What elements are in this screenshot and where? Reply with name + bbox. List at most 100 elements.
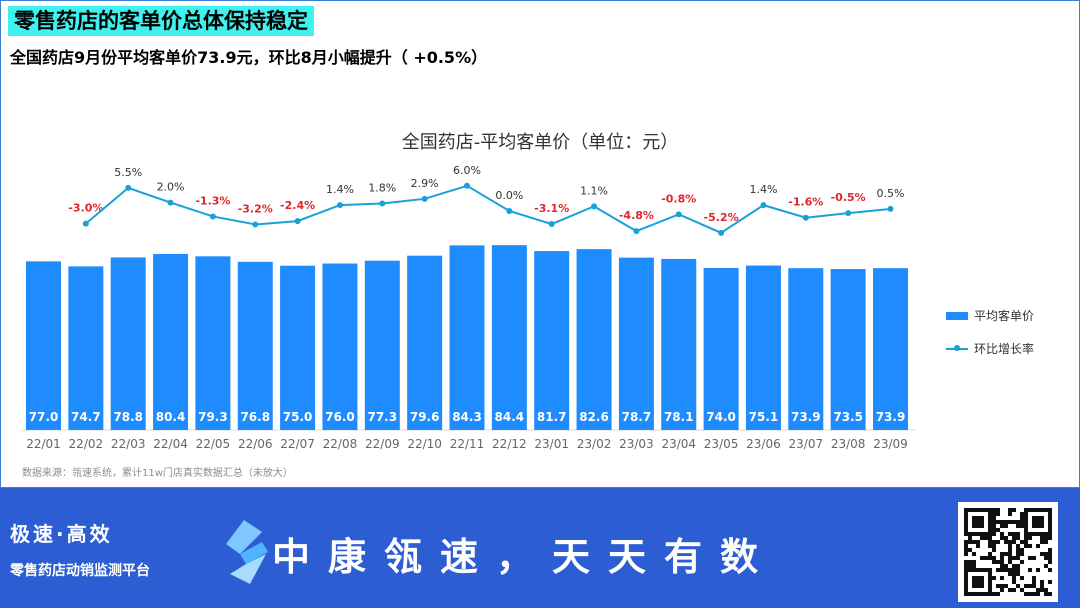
x-tick-label: 23/02: [577, 437, 612, 451]
rate-data-label: 1.4%: [749, 183, 777, 196]
bar: [364, 260, 400, 430]
rate-data-label: -0.5%: [831, 191, 866, 204]
x-tick-label: 23/07: [789, 437, 824, 451]
x-tick-label: 22/05: [196, 437, 231, 451]
bar-value-label: 73.5: [833, 410, 863, 424]
legend-swatch-line: [946, 344, 968, 351]
bar-value-label: 75.1: [749, 410, 779, 424]
rate-point: [845, 210, 852, 217]
footer-banner: 极速·高效 零售药店动销监测平台 中康瓴速，天天有数: [0, 488, 1080, 608]
rate-point: [252, 221, 259, 228]
legend-swatch-bar: [946, 311, 968, 320]
rate-data-label: 2.9%: [411, 177, 439, 190]
rate-data-label: 0.5%: [877, 187, 905, 200]
rate-point: [294, 218, 301, 225]
rate-data-label: -0.8%: [661, 192, 696, 205]
rate-data-label: 6.0%: [453, 164, 481, 177]
tagline: 中康瓴速，天天有数: [272, 535, 777, 579]
rate-data-label: -1.3%: [195, 194, 230, 207]
rate-data-label: -4.8%: [619, 209, 654, 222]
rate-data-label: 1.8%: [368, 181, 396, 194]
slogan-top: 极速·高效: [10, 522, 113, 546]
bar: [322, 263, 358, 430]
x-tick-label: 23/04: [661, 437, 696, 451]
x-tick-label: 23/06: [746, 437, 781, 451]
rate-point: [718, 229, 725, 236]
rate-point: [125, 184, 132, 191]
bar: [407, 255, 443, 430]
x-tick-label: 23/09: [873, 437, 908, 451]
rate-data-label: 1.1%: [580, 184, 608, 197]
bar-value-label: 77.3: [367, 410, 397, 424]
bar: [788, 268, 824, 430]
rate-data-label: -1.6%: [788, 196, 823, 209]
rate-point: [802, 214, 809, 221]
bar: [618, 257, 654, 430]
bar-value-label: 74.7: [71, 410, 101, 424]
bar-value-label: 80.4: [156, 410, 186, 424]
bar: [534, 251, 570, 430]
page-title: 零售药店的客单价总体保持稳定: [8, 6, 314, 36]
x-tick-label: 22/11: [450, 437, 485, 451]
bar-value-label: 76.8: [240, 410, 270, 424]
bar-value-label: 84.4: [495, 410, 525, 424]
bar-value-label: 78.7: [622, 410, 652, 424]
bar: [26, 261, 61, 430]
bar-value-label: 77.0: [29, 410, 59, 424]
source-note: 数据来源：瓴速系统，累计11w门店真实数据汇总（未放大）: [22, 468, 293, 479]
bar: [830, 269, 866, 430]
rate-data-label: 1.4%: [326, 183, 354, 196]
bar-value-label: 79.6: [410, 410, 440, 424]
x-tick-label: 22/06: [238, 437, 273, 451]
bar-value-label: 79.3: [198, 410, 228, 424]
bar: [153, 253, 189, 430]
rate-point: [209, 213, 216, 220]
rate-point: [82, 220, 89, 227]
bar-value-label: 76.0: [325, 410, 355, 424]
chart-area: 77.0 22/01 74.7 22/02 -3.0% 78.8 22/03 5.5% 80.4…: [22, 164, 916, 451]
bar: [110, 257, 146, 430]
slogan-bottom: 零售药店动销监测平台: [10, 563, 150, 579]
rate-data-label: 5.5%: [114, 166, 142, 179]
qr-code-icon: [958, 502, 1058, 602]
bar-value-label: 78.8: [113, 410, 143, 424]
legend-label-bar: 平均客单价: [974, 309, 1035, 323]
rate-point: [760, 202, 767, 209]
bar: [280, 265, 316, 430]
bar: [703, 267, 739, 430]
bar-value-label: 84.3: [452, 410, 482, 424]
x-tick-label: 22/04: [153, 437, 188, 451]
x-tick-label: 22/07: [280, 437, 315, 451]
bar-value-label: 75.0: [283, 410, 313, 424]
bar: [873, 268, 908, 430]
bar-value-label: 78.1: [664, 410, 694, 424]
x-tick-label: 22/03: [111, 437, 146, 451]
bar: [576, 249, 612, 430]
x-tick-label: 22/10: [407, 437, 442, 451]
rate-data-label: -5.2%: [704, 211, 739, 224]
bar: [661, 258, 697, 430]
rate-point: [675, 211, 682, 218]
bar: [68, 266, 104, 430]
legend-item-bar: 平均客单价: [946, 307, 1034, 324]
x-tick-label: 22/02: [69, 437, 104, 451]
rate-point: [167, 199, 174, 206]
rate-data-label: -3.1%: [534, 202, 569, 215]
rate-point: [591, 203, 598, 210]
rate-data-label: -2.4%: [280, 199, 315, 212]
bar: [745, 265, 781, 430]
bar-value-label: 81.7: [537, 410, 567, 424]
legend-item-line: 环比增长率: [946, 340, 1034, 357]
x-tick-label: 23/08: [831, 437, 866, 451]
rate-point: [464, 182, 470, 189]
bar-value-label: 73.9: [791, 410, 821, 424]
rate-data-label: -3.0%: [68, 202, 103, 215]
rate-point: [336, 202, 343, 209]
rate-data-label: -3.2%: [238, 202, 273, 215]
bar: [195, 256, 231, 430]
bar-value-label: 82.6: [579, 410, 609, 424]
page-subtitle: 全国药店9月份平均客单价73.9元，环比8月小幅提升（ +0.5%）: [10, 48, 488, 67]
x-tick-label: 22/09: [365, 437, 400, 451]
x-tick-label: 22/12: [492, 437, 527, 451]
legend-label-line: 环比增长率: [974, 342, 1035, 356]
